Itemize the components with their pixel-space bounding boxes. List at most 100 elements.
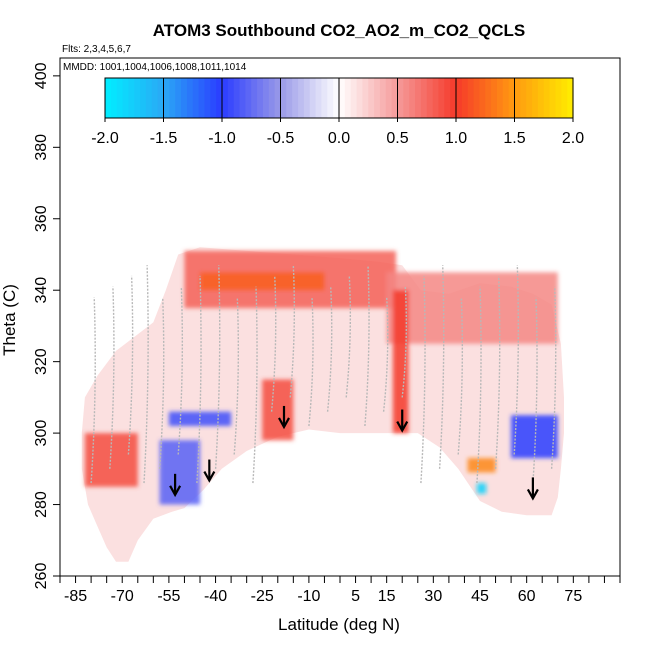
colorbar-segment (151, 78, 159, 118)
dates-note: MMDD: 1001,1004,1006,1008,1011,1014 (63, 62, 247, 73)
colorbar-segment (508, 78, 516, 118)
colorbar-segment (520, 78, 527, 118)
colorbar-segment (233, 78, 241, 118)
colorbar-segment (128, 78, 135, 118)
colorbar-segment (379, 78, 387, 118)
colorbar-segment (491, 78, 498, 118)
heat-patch-orange-hotspot (467, 458, 496, 473)
colorbar-tick-label: 1.5 (503, 130, 525, 147)
colorbar-segment (409, 78, 416, 118)
x-tick-label: -10 (297, 588, 320, 605)
heat-patch-cyan-spot (476, 483, 487, 494)
y-tick-label: 340 (33, 277, 50, 304)
flight-trace (532, 297, 538, 484)
flight-trace (438, 265, 445, 469)
y-tick-label: 300 (33, 420, 50, 447)
down-arrow-marker (396, 409, 409, 433)
colorbar-segment (198, 78, 206, 118)
heat-patch-ne-blue-patch (511, 415, 558, 459)
colorbar-segment (391, 78, 399, 118)
x-tick-label: 15 (378, 588, 396, 605)
down-arrow-marker (278, 405, 290, 430)
colorbar-segment (286, 78, 293, 118)
colorbar-segment (169, 78, 176, 118)
x-tick-label: 45 (471, 588, 489, 605)
y-axis: 260 280 300 320 340 360 380 400 (33, 62, 60, 589)
flight-trace (127, 275, 134, 455)
colorbar-segment (204, 78, 211, 118)
flight-trace (476, 286, 482, 484)
flight-trace (401, 286, 408, 398)
colorbar-segment (333, 78, 340, 118)
colorbar-segment (140, 78, 147, 118)
colorbar-segment (450, 78, 457, 118)
x-tick-label: 5 (351, 588, 360, 605)
flight-trace (308, 297, 314, 427)
colorbar-tick-label: 0.0 (328, 130, 350, 147)
flight-trace (382, 297, 389, 412)
x-tick-label: -55 (157, 588, 180, 605)
colorbar-segment (350, 78, 358, 118)
heatmap-area (81, 247, 565, 562)
flight-trace (550, 286, 557, 469)
colorbar-segment (496, 78, 504, 118)
colorbar-segment (456, 78, 463, 118)
y-tick-label: 400 (33, 62, 50, 89)
flight-profile-traces (90, 265, 557, 484)
colorbar-segment (239, 78, 246, 118)
colorbar-segment (368, 78, 375, 118)
colorbar-segment (502, 78, 510, 118)
flight-trace (109, 286, 115, 469)
colorbar-segment (473, 78, 480, 118)
colorbar-segment (134, 78, 141, 118)
colorbar-segment (362, 78, 369, 118)
colorbar-segment (526, 78, 533, 118)
colorbar-segment (514, 78, 521, 118)
colorbar-segment (561, 78, 568, 118)
flight-trace (420, 275, 426, 484)
colorbar-tick-label: 2.0 (562, 130, 584, 147)
flight-trace (196, 275, 202, 484)
colorbar-segment (479, 78, 486, 118)
colorbar-segment (339, 78, 346, 118)
colorbar-segment (245, 78, 252, 118)
y-tick-label: 360 (33, 205, 50, 232)
colorbar-tick-label: -1.5 (150, 130, 178, 147)
colorbar-segment (303, 78, 311, 118)
colorbar-segment (532, 78, 539, 118)
colorbar-segment (280, 78, 287, 118)
colorbar-segment (122, 78, 129, 118)
flight-trace (513, 265, 520, 455)
flight-trace (270, 275, 277, 412)
colorbar-segment (438, 78, 445, 118)
colorbar-segment (216, 78, 223, 118)
colorbar-tick-label: 1.0 (445, 130, 467, 147)
y-tick-label: 280 (33, 491, 50, 518)
y-tick-label: 380 (33, 134, 50, 161)
x-tick-label: -40 (204, 588, 227, 605)
colorbar-segment (461, 78, 469, 118)
colorbar-segment (321, 78, 328, 118)
colorbar-segment (537, 78, 545, 118)
colorbar-segment (374, 78, 381, 118)
colorbar-segment (268, 78, 276, 118)
colorbar-segment (426, 78, 434, 118)
flight-trace (177, 286, 184, 455)
colorbar-segment (110, 78, 118, 118)
colorbar-segment (181, 78, 188, 118)
flight-trace (252, 286, 258, 484)
x-axis: -85 -70 -55 -40 -25 -10 5 15 30 45 60 75 (59, 576, 621, 605)
flight-trace (143, 265, 149, 484)
colorbar-segment (485, 78, 492, 118)
colorbar-segment (356, 78, 363, 118)
flight-trace (364, 265, 370, 427)
down-arrow-marker (203, 459, 216, 483)
colorbar-segment (567, 78, 574, 118)
colorbar-segment (415, 78, 422, 118)
colorbar-segment (262, 78, 270, 118)
colorbar-segment (543, 78, 551, 118)
chart-title: ATOM3 Southbound CO2_AO2_m_CO2_QCLS (153, 21, 525, 40)
x-tick-label: -70 (111, 588, 134, 605)
y-tick-label: 260 (33, 563, 50, 590)
heat-patch-ne-red-region (386, 272, 558, 344)
